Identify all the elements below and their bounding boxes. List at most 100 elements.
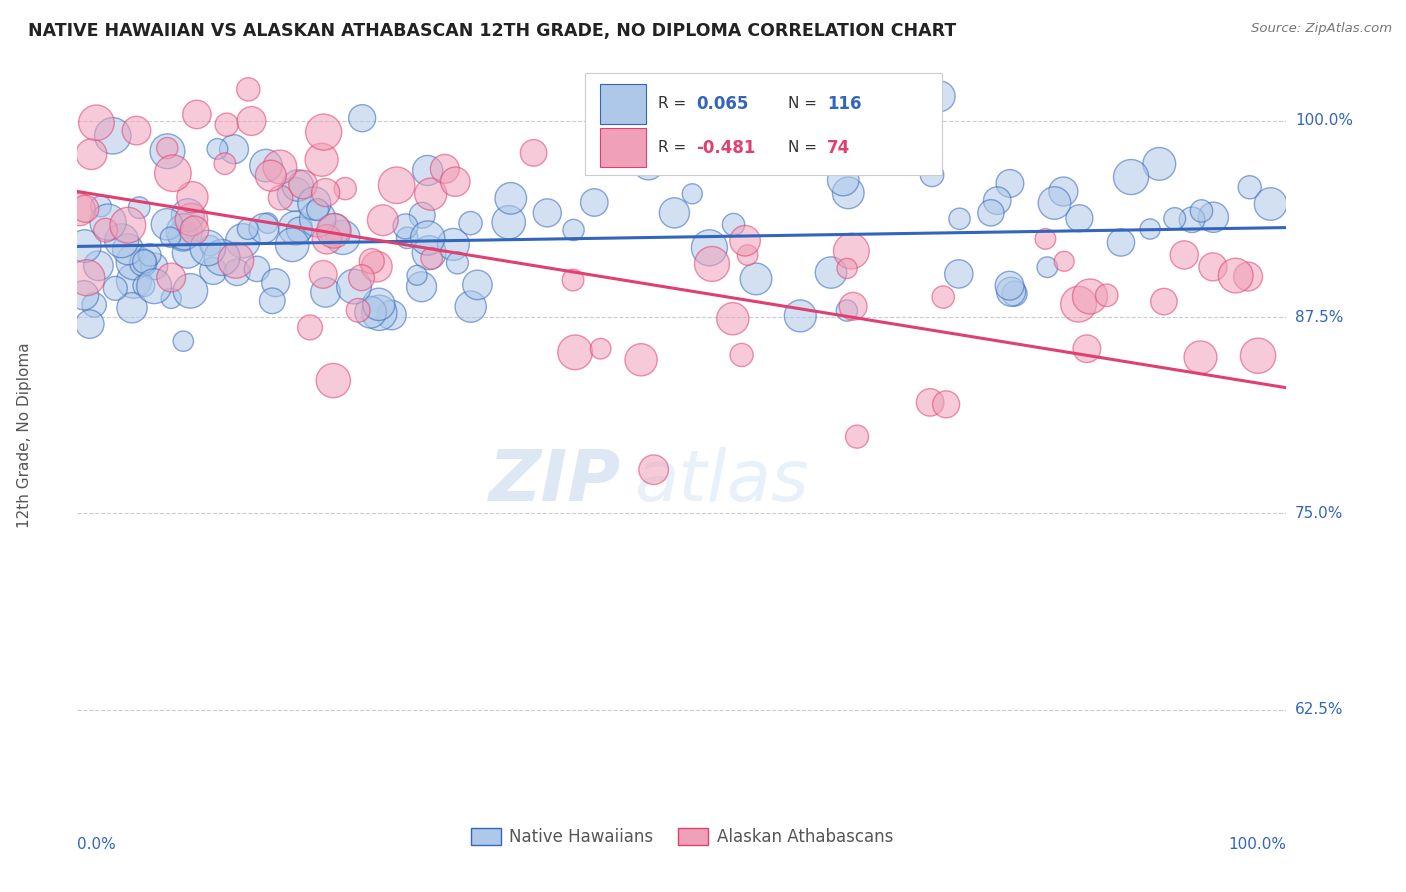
Point: [97, 215, 120, 229]
Point: [948, 267, 970, 281]
Point: [284, 221, 307, 235]
Point: [948, 211, 970, 226]
Point: [197, 241, 219, 255]
Point: [202, 264, 225, 278]
Point: [134, 254, 156, 268]
Point: [721, 311, 744, 326]
Point: [998, 278, 1021, 293]
Point: [446, 256, 468, 270]
Text: 87.5%: 87.5%: [1295, 310, 1343, 325]
Point: [380, 308, 402, 322]
Point: [368, 306, 391, 320]
Point: [1149, 157, 1171, 171]
Point: [411, 208, 433, 222]
Point: [441, 237, 464, 252]
Point: [499, 191, 522, 205]
Point: [183, 223, 205, 237]
Point: [160, 270, 183, 285]
Text: 62.5%: 62.5%: [1295, 702, 1343, 717]
Point: [256, 216, 278, 230]
Point: [222, 142, 245, 156]
Point: [360, 305, 382, 319]
Point: [1237, 269, 1260, 284]
Point: [246, 261, 269, 276]
Point: [920, 395, 942, 409]
Point: [156, 141, 179, 155]
Point: [1067, 297, 1090, 311]
Point: [460, 216, 482, 230]
Point: [523, 145, 546, 160]
Point: [254, 159, 277, 173]
Point: [177, 208, 200, 222]
Point: [128, 201, 150, 215]
Point: [307, 211, 329, 226]
Point: [225, 253, 247, 268]
Point: [186, 107, 208, 121]
Point: [1202, 211, 1225, 225]
Point: [643, 463, 665, 477]
Point: [262, 293, 284, 308]
Text: 12th Grade, No Diploma: 12th Grade, No Diploma: [17, 342, 32, 528]
Point: [288, 223, 311, 237]
Point: [232, 234, 254, 248]
Point: [156, 145, 179, 159]
Point: [734, 234, 756, 248]
Point: [1181, 212, 1204, 227]
Point: [980, 206, 1002, 220]
Point: [292, 178, 315, 192]
FancyBboxPatch shape: [600, 85, 645, 124]
Point: [304, 196, 326, 211]
Point: [1119, 169, 1142, 184]
Point: [101, 128, 124, 143]
Text: 75.0%: 75.0%: [1295, 506, 1343, 521]
Point: [160, 291, 183, 305]
Point: [332, 230, 354, 244]
Point: [162, 166, 184, 180]
Point: [87, 259, 110, 273]
Text: Source: ZipAtlas.com: Source: ZipAtlas.com: [1251, 22, 1392, 36]
Point: [1260, 197, 1282, 211]
Point: [172, 334, 194, 348]
Point: [67, 202, 90, 217]
Point: [132, 278, 155, 293]
Point: [564, 345, 586, 359]
Point: [159, 230, 181, 244]
Point: [681, 186, 703, 201]
Point: [444, 175, 467, 189]
Text: 116: 116: [827, 95, 862, 113]
Point: [180, 212, 202, 227]
Point: [83, 298, 105, 312]
Point: [394, 219, 416, 234]
Point: [75, 202, 97, 216]
Point: [117, 243, 139, 257]
Point: [312, 268, 335, 282]
Point: [837, 186, 859, 200]
Point: [287, 178, 309, 193]
Point: [86, 116, 108, 130]
Point: [419, 187, 441, 202]
Point: [253, 221, 276, 235]
Point: [110, 234, 132, 248]
Point: [562, 273, 585, 287]
Point: [179, 284, 201, 298]
Point: [416, 231, 439, 245]
Point: [789, 309, 811, 323]
Point: [94, 223, 117, 237]
Point: [211, 251, 233, 265]
Point: [1109, 235, 1132, 250]
Point: [820, 266, 842, 280]
Point: [1036, 260, 1059, 275]
Point: [350, 270, 373, 285]
Text: R =: R =: [658, 140, 690, 155]
Point: [1035, 232, 1057, 246]
Point: [1202, 260, 1225, 274]
Point: [121, 301, 143, 315]
Point: [1164, 211, 1187, 226]
Point: [181, 190, 204, 204]
Point: [299, 320, 322, 334]
Point: [176, 245, 198, 260]
Point: [841, 244, 863, 259]
Text: ZIP: ZIP: [489, 448, 621, 516]
Point: [832, 173, 855, 187]
Point: [236, 222, 259, 236]
